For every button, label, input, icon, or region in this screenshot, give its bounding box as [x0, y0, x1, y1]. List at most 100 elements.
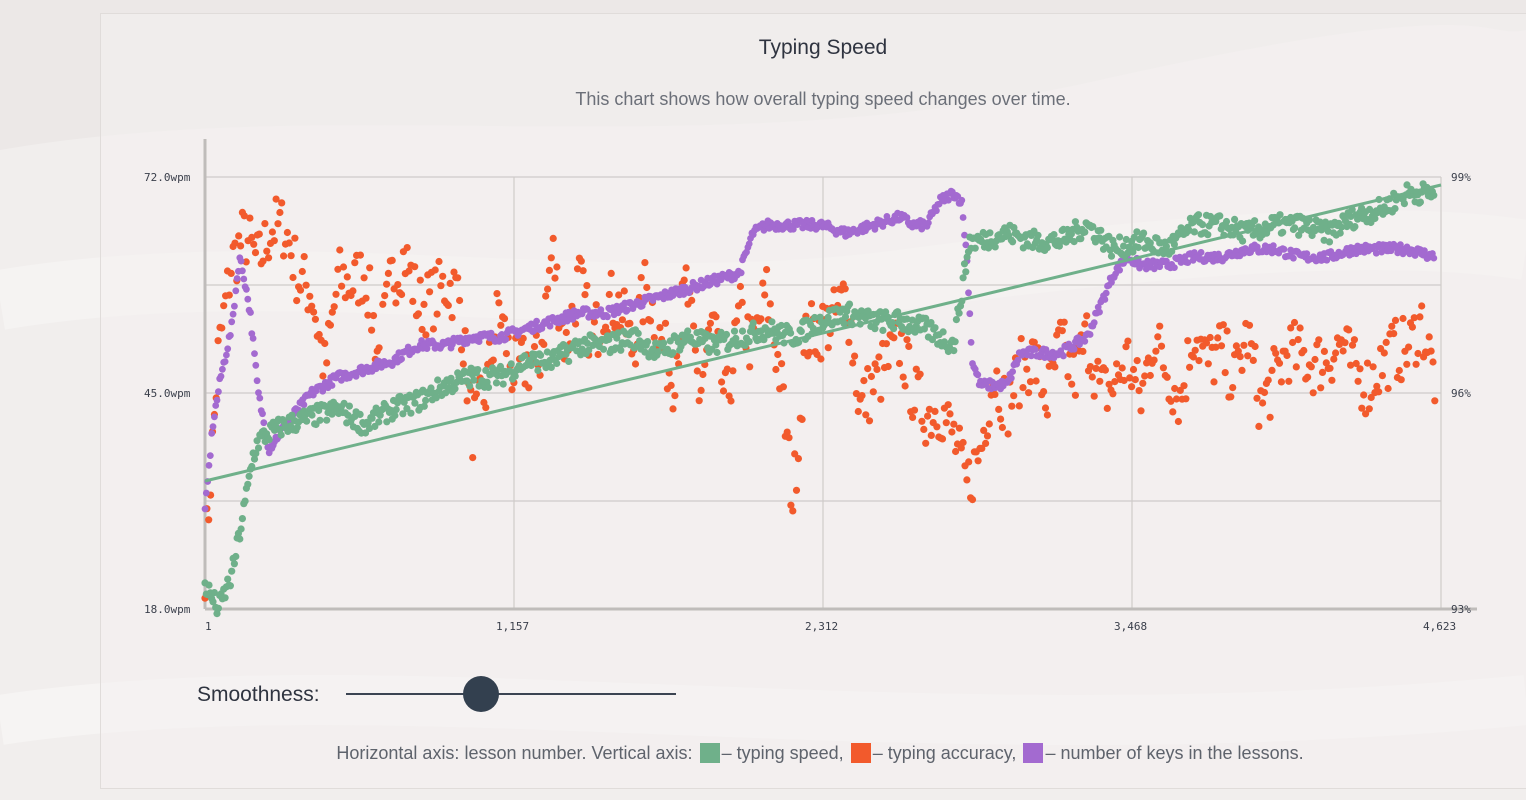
data-point: [1341, 339, 1349, 347]
data-point: [388, 256, 396, 264]
data-point: [899, 373, 907, 381]
data-point: [867, 372, 876, 381]
data-point: [232, 287, 240, 295]
data-point: [398, 355, 405, 363]
data-point: [939, 328, 947, 336]
data-point: [1326, 364, 1334, 372]
data-point: [1096, 308, 1103, 316]
data-point: [1307, 363, 1315, 371]
data-point: [270, 237, 278, 245]
data-point: [210, 589, 218, 597]
data-point: [1380, 349, 1388, 357]
data-point: [259, 257, 267, 265]
data-point: [905, 342, 913, 350]
data-point: [311, 315, 319, 323]
data-point: [1290, 254, 1297, 262]
data-point: [1403, 360, 1411, 368]
data-point: [1101, 366, 1109, 374]
data-point: [729, 367, 737, 375]
tick-labels: 1 1,157 2,312 3,468 4,623 72.0wpm 45.0wpm 18.0w…: [144, 171, 1471, 633]
data-point: [446, 279, 454, 287]
data-point: [242, 258, 250, 266]
data-point: [508, 386, 516, 394]
data-point: [338, 282, 346, 290]
data-point: [950, 347, 958, 355]
data-point: [794, 455, 803, 463]
data-point: [931, 324, 939, 332]
data-point: [315, 406, 323, 415]
data-point: [1391, 205, 1399, 213]
data-point: [1157, 342, 1166, 350]
data-point: [237, 525, 245, 533]
data-point: [265, 436, 273, 444]
data-point: [1086, 363, 1094, 371]
data-point: [945, 196, 952, 204]
legend-speed-swatch: [699, 743, 720, 763]
data-point: [1384, 384, 1392, 393]
data-point: [1214, 334, 1222, 342]
data-point: [240, 212, 248, 220]
data-point: [1171, 264, 1178, 271]
data-point: [244, 295, 252, 303]
data-point: [1395, 366, 1403, 375]
smoothness-slider-thumb[interactable]: [463, 676, 500, 712]
data-point: [206, 452, 214, 459]
data-point: [1015, 402, 1023, 410]
data-point: [873, 365, 881, 373]
data-point: [227, 269, 235, 277]
data-point: [1167, 397, 1175, 405]
data-point: [437, 282, 445, 290]
data-point: [656, 324, 664, 332]
data-point: [944, 401, 952, 409]
data-point: [1070, 345, 1078, 353]
data-point: [228, 318, 236, 326]
data-point: [1260, 388, 1269, 397]
data-point: [1351, 223, 1359, 231]
x-tick-label: 1: [205, 620, 212, 633]
data-point: [534, 366, 542, 375]
trend-line: [204, 183, 1442, 483]
data-point: [418, 325, 426, 334]
data-point: [1139, 379, 1147, 387]
data-point: [328, 382, 336, 389]
data-point: [1348, 341, 1357, 349]
data-point: [1184, 259, 1192, 266]
data-point: [746, 363, 754, 371]
data-point: [680, 276, 688, 284]
data-point: [983, 432, 992, 440]
data-point: [1221, 369, 1229, 377]
data-point: [1350, 336, 1358, 344]
data-point: [1275, 359, 1284, 367]
data-point: [1014, 356, 1022, 364]
data-point: [1169, 408, 1177, 416]
data-point: [411, 399, 419, 407]
data-point: [978, 444, 986, 452]
data-point: [459, 360, 467, 368]
data-point: [1414, 349, 1422, 358]
data-point: [202, 489, 210, 497]
data-point: [1096, 377, 1104, 385]
data-point: [617, 346, 625, 354]
data-point: [1064, 373, 1072, 381]
data-point: [259, 410, 266, 418]
data-point: [1210, 378, 1218, 386]
data-point: [851, 352, 859, 360]
data-point: [955, 424, 964, 432]
data-point: [1086, 331, 1094, 338]
axes: [203, 139, 1477, 611]
data-point: [1172, 395, 1181, 403]
data-point: [1330, 355, 1338, 363]
data-point: [228, 567, 236, 575]
data-point: [1190, 228, 1198, 236]
x-tick-label: 1,157: [496, 620, 529, 633]
data-point: [1240, 341, 1248, 349]
data-point: [959, 274, 967, 282]
data-point: [533, 358, 541, 367]
smoothness-slider-track[interactable]: [346, 693, 676, 695]
data-point: [693, 367, 701, 375]
data-point: [544, 285, 552, 293]
data-point: [974, 371, 982, 379]
data-point: [1289, 338, 1297, 347]
data-point: [247, 309, 254, 316]
data-point: [434, 376, 442, 384]
